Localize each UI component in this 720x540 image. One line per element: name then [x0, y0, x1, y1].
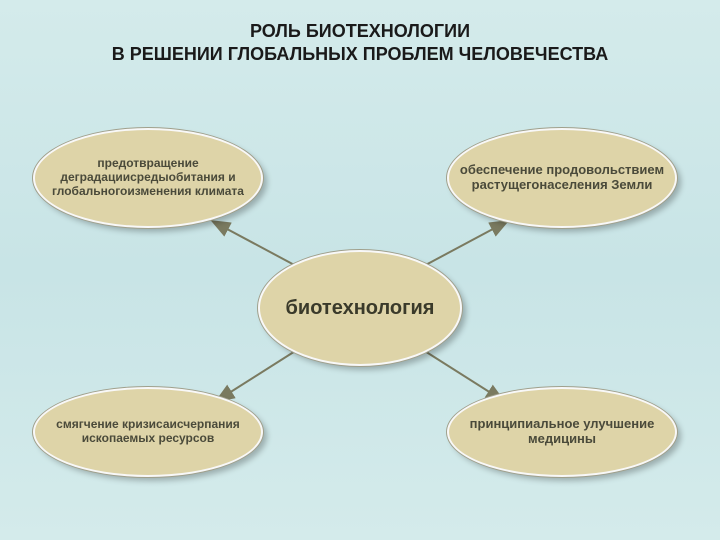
- leaf-label: предотвращение деградациисредыобитания и…: [43, 157, 253, 198]
- title-line2: В РЕШЕНИИ ГЛОБАЛЬНЫХ ПРОБЛЕМ ЧЕЛОВЕЧЕСТВ…: [112, 44, 608, 64]
- leaf-node-top-right: обеспечение продовольствием растущегонас…: [447, 128, 677, 228]
- arrow-line: [420, 222, 506, 268]
- center-label: биотехнология: [286, 297, 435, 320]
- arrow-line: [420, 348, 502, 400]
- slide-title: РОЛЬ БИОТЕХНОЛОГИИ В РЕШЕНИИ ГЛОБАЛЬНЫХ …: [0, 20, 720, 67]
- leaf-node-bottom-right: принципиальное улучшение медицины: [447, 387, 677, 477]
- center-node-biotech: биотехнология: [258, 250, 462, 366]
- leaf-node-top-left: предотвращение деградациисредыобитания и…: [33, 128, 263, 228]
- arrow-line: [218, 348, 300, 400]
- leaf-label: принципиальное улучшение медицины: [457, 417, 667, 447]
- leaf-node-bottom-left: смягчение кризисаисчерпания ископаемых р…: [33, 387, 263, 477]
- title-line1: РОЛЬ БИОТЕХНОЛОГИИ: [250, 21, 470, 41]
- leaf-label: обеспечение продовольствием растущегонас…: [457, 163, 667, 193]
- arrow-line: [214, 222, 300, 268]
- leaf-label: смягчение кризисаисчерпания ископаемых р…: [43, 418, 253, 446]
